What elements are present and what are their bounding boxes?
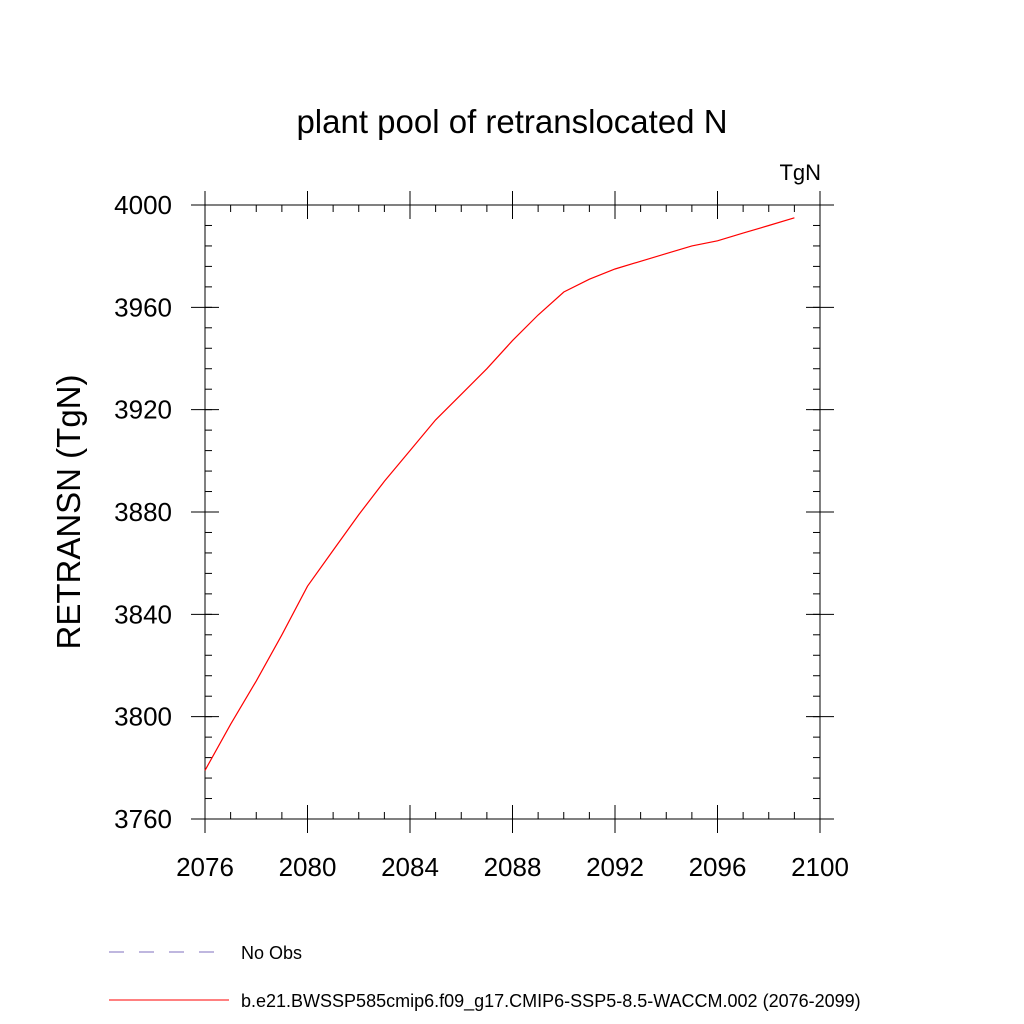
chart-title: plant pool of retranslocated N [296, 103, 727, 140]
y-tick-label: 3920 [114, 395, 172, 425]
x-tick-labels: 2076 2080 2084 2088 2092 2096 2100 [176, 852, 849, 882]
series-line [204, 217, 795, 771]
y-tick-label: 3840 [114, 599, 172, 629]
y-tick-label: 3960 [114, 292, 172, 322]
units-label: TgN [779, 160, 821, 185]
legend: No Obs b.e21.BWSSP585cmip6.f09_g17.CMIP6-… [109, 943, 861, 1012]
plot-area [204, 204, 821, 820]
minor-ticks [204, 204, 821, 820]
series-group [204, 217, 795, 771]
legend-label: No Obs [241, 943, 302, 963]
x-tick-label: 2088 [484, 852, 542, 882]
x-tick-label: 2100 [791, 852, 849, 882]
x-tick-label: 2076 [176, 852, 234, 882]
major-ticks [191, 191, 834, 833]
x-tick-label: 2092 [586, 852, 644, 882]
y-tick-labels: 3760 3800 3840 3880 3920 3960 4000 [114, 190, 172, 834]
x-tick-label: 2084 [381, 852, 439, 882]
plot-frame [204, 204, 821, 820]
y-tick-label: 3760 [114, 804, 172, 834]
y-tick-label: 4000 [114, 190, 172, 220]
legend-label: b.e21.BWSSP585cmip6.f09_g17.CMIP6-SSP5-8… [241, 991, 861, 1012]
x-tick-label: 2080 [279, 852, 337, 882]
x-tick-label: 2096 [689, 852, 747, 882]
y-axis-label: RETRANSN (TgN) [50, 374, 87, 649]
y-tick-label: 3880 [114, 497, 172, 527]
y-tick-label: 3800 [114, 702, 172, 732]
